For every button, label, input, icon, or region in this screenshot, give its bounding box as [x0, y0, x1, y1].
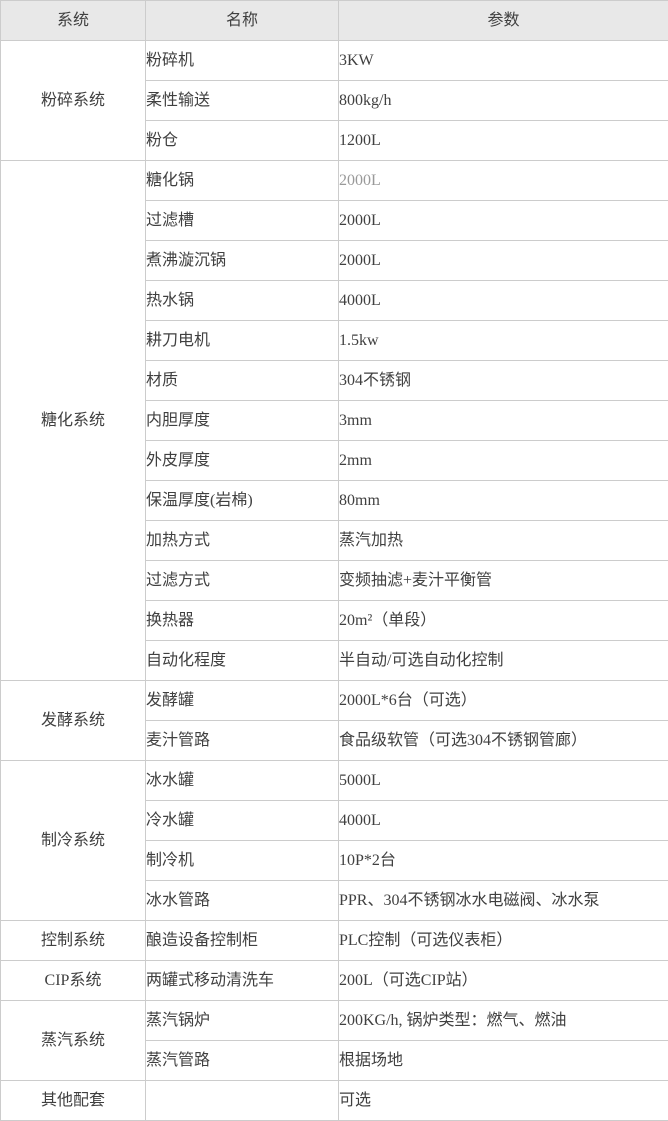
- param-cell: 蒸汽加热: [338, 520, 668, 561]
- header-row: 系统 名称 参数: [0, 0, 668, 41]
- param-cell: 200KG/h, 锅炉类型：燃气、燃油: [338, 1000, 668, 1041]
- param-cell: 根据场地: [338, 1040, 668, 1081]
- table-row: 麦汁管路 食品级软管（可选304不锈钢管廊）: [1, 720, 668, 761]
- name-cell: 保温厚度(岩棉): [145, 480, 339, 521]
- param-cell: 200L（可选CIP站）: [338, 960, 668, 1001]
- name-cell: [145, 1080, 339, 1121]
- param-cell: 10P*2台: [338, 840, 668, 881]
- param-cell: 1200L: [338, 120, 668, 161]
- system-cell: 蒸汽系统: [0, 1000, 146, 1081]
- system-cell: 控制系统: [0, 920, 146, 961]
- table-row: 冰水管路 PPR、304不锈钢冰水电磁阀、冰水泵: [1, 880, 668, 921]
- param-cell: PPR、304不锈钢冰水电磁阀、冰水泵: [338, 880, 668, 921]
- col-header-system: 系统: [0, 0, 146, 41]
- param-cell: 2000L*6台（可选）: [338, 680, 668, 721]
- name-cell: 粉碎机: [145, 40, 339, 81]
- param-cell: 1.5kw: [338, 320, 668, 361]
- col-header-param: 参数: [338, 0, 668, 41]
- name-cell: 材质: [145, 360, 339, 401]
- param-cell: 半自动/可选自动化控制: [338, 640, 668, 681]
- system-cell: CIP系统: [0, 960, 146, 1001]
- name-cell: 加热方式: [145, 520, 339, 561]
- name-cell: 两罐式移动清洗车: [145, 960, 339, 1001]
- name-cell: 糖化锅: [145, 160, 339, 201]
- table-row: 糖化系统 糖化锅 2000L: [0, 160, 668, 681]
- name-cell: 酿造设备控制柜: [145, 920, 339, 961]
- name-cell: 蒸汽锅炉: [145, 1000, 339, 1041]
- param-cell: 变频抽滤+麦汁平衡管: [338, 560, 668, 601]
- param-cell: 2000L: [338, 240, 668, 281]
- name-cell: 过滤槽: [145, 200, 339, 241]
- table-row: 发酵系统 发酵罐 2000L*6台（可选）: [0, 680, 668, 761]
- param-cell: 4000L: [338, 280, 668, 321]
- name-cell: 麦汁管路: [145, 720, 339, 761]
- name-cell: 柔性输送: [145, 80, 339, 121]
- param-cell: 800kg/h: [338, 80, 668, 121]
- table-row: 煮沸漩沉锅 2000L: [1, 240, 668, 281]
- param-cell: 食品级软管（可选304不锈钢管廊）: [338, 720, 668, 761]
- param-cell: 5000L: [338, 760, 668, 801]
- param-cell: 2mm: [338, 440, 668, 481]
- param-cell: 3mm: [338, 400, 668, 441]
- table-row: 粉仓 1200L: [1, 120, 668, 161]
- name-cell: 制冷机: [145, 840, 339, 881]
- table-row: 保温厚度(岩棉) 80mm: [1, 480, 668, 521]
- spec-table-body: 粉碎系统 粉碎机 3KW 柔性输送 800kg/h 粉仓 1200L 糖化系统 糖化锅 2000L…: [0, 40, 668, 1121]
- name-cell: 冰水罐: [145, 760, 339, 801]
- col-header-name: 名称: [145, 0, 339, 41]
- table-row: 控制系统 酿造设备控制柜 PLC控制（可选仪表柜）: [0, 920, 668, 961]
- name-cell: 耕刀电机: [145, 320, 339, 361]
- param-cell: 可选: [338, 1080, 668, 1121]
- param-cell: 80mm: [338, 480, 668, 521]
- table-row: 蒸汽系统 蒸汽锅炉 200KG/h, 锅炉类型：燃气、燃油: [0, 1000, 668, 1081]
- param-cell: 2000L: [338, 160, 668, 201]
- name-cell: 冰水管路: [145, 880, 339, 921]
- name-cell: 内胆厚度: [145, 400, 339, 441]
- table-row: 材质 304不锈钢: [1, 360, 668, 401]
- name-cell: 自动化程度: [145, 640, 339, 681]
- param-cell: 2000L: [338, 200, 668, 241]
- table-row: 耕刀电机 1.5kw: [1, 320, 668, 361]
- system-cell: 糖化系统: [0, 160, 146, 681]
- name-cell: 换热器: [145, 600, 339, 641]
- table-row: 其他配套 可选: [0, 1080, 668, 1121]
- table-row: 蒸汽管路 根据场地: [1, 1040, 668, 1081]
- name-cell: 热水锅: [145, 280, 339, 321]
- system-cell: 制冷系统: [0, 760, 146, 921]
- name-cell: 煮沸漩沉锅: [145, 240, 339, 281]
- param-cell: 3KW: [338, 40, 668, 81]
- param-cell: PLC控制（可选仪表柜）: [338, 920, 668, 961]
- system-cell: 其他配套: [0, 1080, 146, 1121]
- table-row: 粉碎系统 粉碎机 3KW: [0, 40, 668, 161]
- param-cell: 20m²（单段）: [338, 600, 668, 641]
- param-cell: 4000L: [338, 800, 668, 841]
- table-row: 过滤方式 变频抽滤+麦汁平衡管: [1, 560, 668, 601]
- name-cell: 粉仓: [145, 120, 339, 161]
- table-row: 制冷机 10P*2台: [1, 840, 668, 881]
- name-cell: 蒸汽管路: [145, 1040, 339, 1081]
- table-row: CIP系统 两罐式移动清洗车 200L（可选CIP站）: [0, 960, 668, 1001]
- table-row: 内胆厚度 3mm: [1, 400, 668, 441]
- table-row: 加热方式 蒸汽加热: [1, 520, 668, 561]
- name-cell: 冷水罐: [145, 800, 339, 841]
- param-cell: 304不锈钢: [338, 360, 668, 401]
- system-cell: 发酵系统: [0, 680, 146, 761]
- name-cell: 发酵罐: [145, 680, 339, 721]
- name-cell: 外皮厚度: [145, 440, 339, 481]
- name-cell: 过滤方式: [145, 560, 339, 601]
- table-row: 冷水罐 4000L: [1, 800, 668, 841]
- system-cell: 粉碎系统: [0, 40, 146, 161]
- table-row: 换热器 20m²（单段）: [1, 600, 668, 641]
- table-row: 热水锅 4000L: [1, 280, 668, 321]
- table-row: 柔性输送 800kg/h: [1, 80, 668, 121]
- table-row: 制冷系统 冰水罐 5000L: [0, 760, 668, 921]
- table-row: 过滤槽 2000L: [1, 200, 668, 241]
